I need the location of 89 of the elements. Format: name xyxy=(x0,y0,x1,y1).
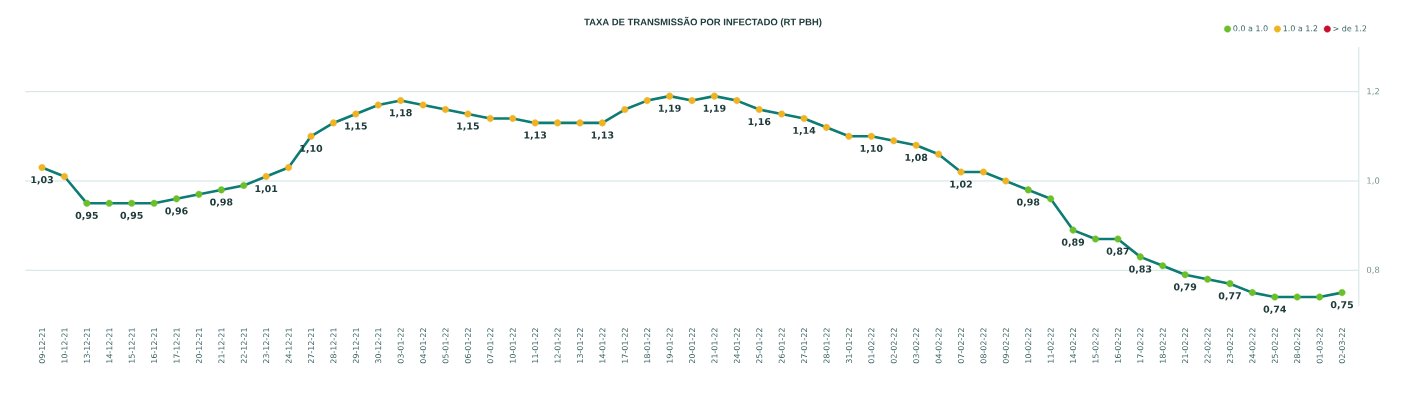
point xyxy=(352,110,360,118)
chart-title: TAXA DE TRANSMISSÃO POR INFECTADO (RT PBH) xyxy=(584,16,822,28)
point xyxy=(262,173,270,180)
data-label: 1,08 xyxy=(905,153,928,163)
point xyxy=(128,199,136,207)
point xyxy=(1226,280,1234,288)
data-label: 1,14 xyxy=(793,126,816,136)
point xyxy=(621,106,629,114)
point xyxy=(1136,253,1144,261)
point xyxy=(397,97,405,105)
data-label: 0,77 xyxy=(1218,292,1241,301)
point xyxy=(755,106,763,114)
point xyxy=(1248,289,1256,297)
point xyxy=(733,97,741,105)
point xyxy=(554,119,562,127)
point xyxy=(150,199,158,207)
point xyxy=(1204,275,1212,283)
data-label: 1,15 xyxy=(345,122,367,131)
data-label: 0,87 xyxy=(1106,247,1129,256)
y-tick-label: 1,2 xyxy=(1367,88,1379,96)
point xyxy=(509,114,517,122)
data-label: 1,01 xyxy=(255,185,278,194)
data-label: 0,96 xyxy=(165,207,188,216)
data-label: 1,19 xyxy=(703,104,726,113)
point xyxy=(105,199,113,207)
data-label: 0,95 xyxy=(75,211,98,221)
data-label: 0,75 xyxy=(1330,301,1354,310)
point xyxy=(1159,262,1167,270)
point xyxy=(935,150,943,158)
point xyxy=(1114,235,1122,243)
point xyxy=(1002,177,1010,185)
point xyxy=(464,110,472,118)
point xyxy=(329,119,337,127)
point xyxy=(1271,293,1279,301)
data-label: 1,13 xyxy=(524,131,547,140)
point xyxy=(778,110,786,118)
point xyxy=(867,132,875,140)
data-label: 0,74 xyxy=(1263,305,1287,314)
point xyxy=(1338,289,1346,297)
data-label: 1,13 xyxy=(591,131,614,140)
point xyxy=(957,168,965,176)
y-tick-label: 0,8 xyxy=(1366,266,1380,274)
point xyxy=(83,199,91,207)
point xyxy=(666,92,674,100)
point xyxy=(531,119,539,127)
point xyxy=(979,168,987,176)
point xyxy=(1293,293,1301,301)
point xyxy=(800,114,808,122)
point xyxy=(598,119,606,127)
point xyxy=(890,137,898,145)
point xyxy=(307,132,315,140)
point xyxy=(419,101,427,109)
point xyxy=(173,195,180,203)
data-label: 1,19 xyxy=(658,104,681,113)
data-label: 1,18 xyxy=(390,109,412,118)
point xyxy=(643,97,651,105)
point xyxy=(1091,235,1099,243)
point xyxy=(1024,186,1032,194)
point xyxy=(1047,195,1055,203)
point xyxy=(374,101,382,109)
point xyxy=(441,106,449,114)
point xyxy=(285,164,293,172)
data-label: 1,02 xyxy=(950,180,972,189)
point xyxy=(688,97,696,105)
point xyxy=(217,186,225,194)
data-label: 0,98 xyxy=(1017,198,1040,207)
point xyxy=(710,92,718,100)
data-label: 0,95 xyxy=(120,211,143,221)
data-label: 0,98 xyxy=(210,198,233,207)
point xyxy=(823,123,830,131)
data-label: 1,03 xyxy=(31,176,53,185)
point xyxy=(195,190,203,198)
data-label: 1,15 xyxy=(457,122,479,131)
point xyxy=(1069,226,1077,234)
point xyxy=(486,114,494,122)
data-label: 0,83 xyxy=(1129,265,1152,274)
point xyxy=(38,164,46,172)
point xyxy=(576,119,584,127)
data-label: 1,16 xyxy=(748,118,771,127)
y-tick-label: 1,0 xyxy=(1367,177,1380,185)
data-label: 1,10 xyxy=(860,144,883,154)
point xyxy=(912,141,920,149)
point xyxy=(60,173,68,180)
point xyxy=(845,132,853,140)
point xyxy=(1316,293,1324,301)
data-label: 0,89 xyxy=(1061,238,1085,247)
point xyxy=(240,181,248,189)
data-label: 0,79 xyxy=(1173,283,1197,292)
point xyxy=(1181,271,1189,279)
